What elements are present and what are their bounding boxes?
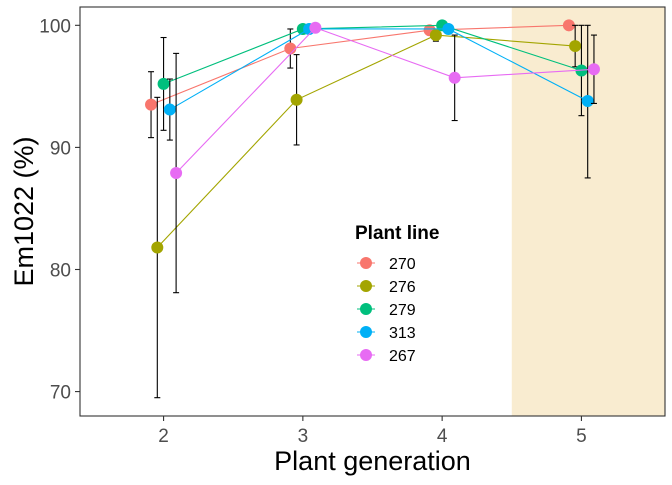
y-axis-title: Em1022 (%) (9, 136, 39, 286)
data-point-313 (442, 22, 455, 35)
series-276 (151, 24, 582, 399)
series-270 (145, 19, 575, 139)
legend-items: 270 276 279 313 267 (357, 256, 416, 365)
series-313 (163, 22, 594, 179)
series-267 (170, 21, 600, 294)
data-point-267 (309, 21, 322, 34)
data-point-270 (562, 19, 575, 32)
series-layer (145, 19, 600, 399)
legend-key-point (360, 280, 372, 292)
y-tick-label: 100 (39, 16, 71, 37)
legend-label: 279 (389, 302, 416, 319)
data-point-276 (290, 93, 303, 106)
data-point-313 (163, 103, 176, 116)
x-axis-title: Plant generation (274, 446, 471, 476)
legend-label: 270 (389, 256, 416, 273)
data-point-270 (284, 42, 297, 55)
legend-label: 267 (389, 348, 416, 365)
x-tick-label: 5 (576, 426, 587, 447)
series-line-279 (163, 24, 582, 85)
data-point-267 (587, 63, 600, 76)
x-tick-label: 3 (298, 426, 309, 447)
legend-label: 313 (389, 325, 416, 342)
series-line-313 (169, 28, 588, 111)
data-point-267 (170, 167, 183, 180)
data-point-276 (429, 29, 442, 42)
axis-layer: 70 80 90 100 2 3 4 5 (39, 16, 586, 447)
series-line-276 (156, 34, 576, 248)
legend-item-313: 313 (357, 325, 416, 342)
legend-key-point (360, 303, 372, 315)
y-tick-label: 80 (50, 260, 71, 281)
series-line-267 (175, 27, 594, 174)
data-point-270 (145, 98, 158, 111)
panel-border (79, 6, 666, 417)
legend-item-267: 267 (357, 348, 416, 365)
x-tick-label: 4 (437, 426, 448, 447)
y-tick-label: 90 (50, 138, 71, 159)
x-tick-label: 2 (158, 426, 169, 447)
data-point-267 (448, 71, 461, 84)
data-point-313 (581, 95, 594, 108)
data-point-276 (569, 40, 582, 53)
legend-key-point (360, 257, 372, 269)
legend-key-point (360, 349, 372, 361)
legend-label: 276 (389, 279, 416, 296)
legend-key-point (360, 326, 372, 338)
legend-item-279: 279 (357, 302, 416, 319)
data-point-279 (157, 77, 170, 90)
legend: Plant line 270 276 279 313 267 (355, 223, 439, 365)
y-tick-label: 70 (50, 383, 71, 404)
legend-item-276: 276 (357, 279, 416, 296)
series-line-270 (150, 24, 569, 106)
legend-title: Plant line (355, 223, 439, 244)
legend-item-270: 270 (357, 256, 416, 273)
data-point-276 (151, 241, 164, 254)
